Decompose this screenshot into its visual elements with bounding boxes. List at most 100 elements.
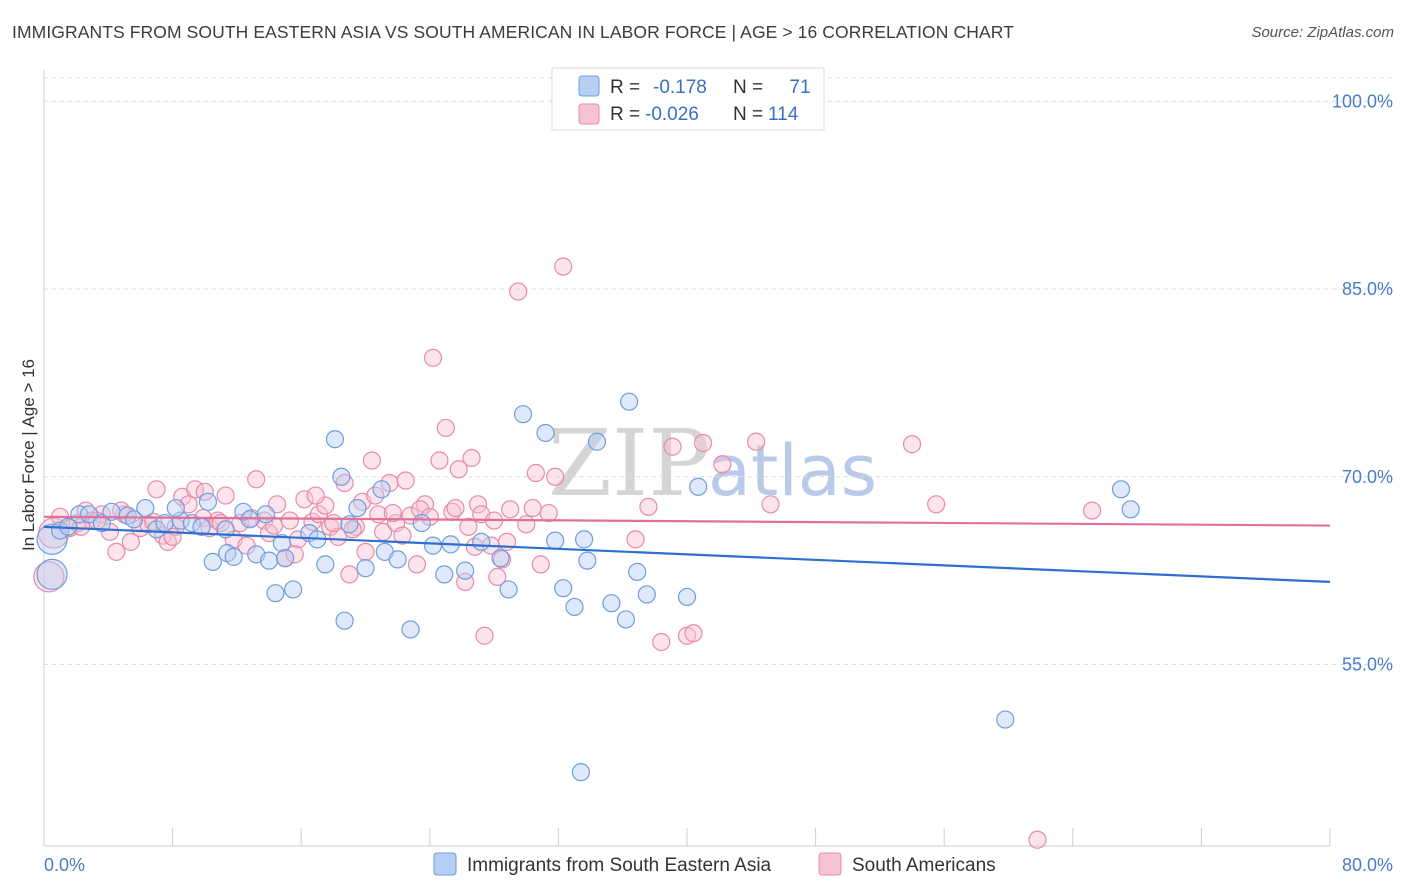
point-sa-63 [475, 626, 494, 645]
point-sa-78 [652, 632, 671, 652]
point-sea-48 [456, 561, 475, 580]
y-tick-label: 100.0% [1332, 91, 1393, 111]
point-sea-26 [259, 551, 279, 570]
point-sa-67 [501, 500, 520, 519]
point-sea-35 [332, 467, 351, 486]
legend-r-value-pink: -0.026 [645, 104, 699, 125]
point-sea-54 [554, 579, 573, 598]
point-sa-46 [362, 451, 382, 470]
point-sea-40 [372, 480, 391, 499]
point-sea-18 [203, 552, 222, 571]
point-sa-62 [468, 495, 488, 514]
point-sa-57 [436, 418, 455, 438]
trend-lines [43, 515, 1331, 584]
point-sea-44 [412, 513, 431, 533]
trend-line-sea [43, 525, 1331, 584]
point-sa-74 [554, 257, 573, 276]
point-sa-51 [393, 526, 412, 545]
point-sea-43 [401, 620, 420, 639]
point-sea-38 [348, 498, 367, 518]
point-sa-99 [285, 545, 304, 564]
point-sa-73 [546, 467, 565, 486]
point-sea-67 [996, 710, 1015, 729]
point-sa-113 [526, 463, 545, 483]
point-sa-55 [423, 348, 443, 367]
y-tick-label: 70.0% [1342, 467, 1393, 487]
point-sea-56 [578, 551, 597, 570]
series-south-americans [33, 257, 1102, 849]
point-sea-60 [628, 562, 647, 581]
point-sea-9 [124, 510, 144, 529]
point-sa-68 [509, 282, 528, 301]
point-sa-11 [121, 532, 140, 551]
point-sa-108 [446, 498, 465, 518]
point-sa-76 [626, 530, 645, 549]
point-sea-1 [36, 558, 68, 591]
point-sea-45 [423, 536, 443, 555]
point-sea-14 [166, 498, 185, 518]
point-sea-37 [340, 515, 359, 534]
legend-r-value-blue: -0.178 [653, 77, 707, 98]
point-sea-49 [472, 532, 491, 551]
series-immigrants-sea [36, 392, 1140, 782]
point-sa-59 [449, 460, 468, 479]
point-sa-85 [761, 495, 780, 514]
point-sa-40 [329, 527, 348, 546]
x-tick-labels: 0.0% 80.0% [44, 855, 1393, 875]
point-sea-65 [616, 610, 636, 629]
point-sea-39 [356, 559, 375, 578]
point-sa-88 [1028, 830, 1047, 849]
point-sea-25 [256, 505, 275, 524]
point-sea-30 [284, 580, 303, 599]
trend-line-sa [43, 515, 1331, 527]
point-sea-68 [1111, 480, 1131, 499]
point-sea-5 [79, 505, 99, 524]
point-sa-42 [340, 565, 359, 584]
point-sea-0 [36, 523, 68, 555]
point-sa-77 [639, 497, 658, 516]
point-sa-79 [663, 437, 682, 456]
point-sa-71 [531, 555, 550, 574]
point-sea-57 [587, 432, 607, 451]
point-sa-102 [343, 520, 362, 539]
top-legend: R = -0.178 N = 71 R = -0.026 N = 114 [551, 67, 825, 131]
point-sea-52 [513, 405, 533, 424]
legend-n-label: N = [733, 104, 763, 125]
x-tick-label: 80.0% [1342, 855, 1393, 875]
point-sea-53 [536, 423, 555, 443]
point-sea-61 [637, 585, 656, 604]
source-credit: Source: ZipAtlas.com [1251, 24, 1394, 41]
point-sea-10 [136, 498, 155, 518]
bottom-legend-label-blue: Immigrants from South Eastern Asia [467, 855, 772, 876]
point-sa-61 [462, 448, 481, 468]
point-sea-33 [316, 555, 335, 574]
point-sea-28 [272, 534, 292, 553]
point-sa-72 [539, 503, 558, 523]
point-sa-84 [747, 432, 766, 451]
watermark: ZIP atlas [548, 410, 877, 517]
watermark-atlas: atlas [708, 430, 877, 512]
point-sa-65 [488, 567, 507, 587]
point-sa-105 [396, 471, 415, 490]
point-sea-50 [491, 549, 510, 568]
bottom-legend-label-pink: South Americans [852, 855, 996, 876]
point-sea-63 [546, 531, 565, 550]
point-sa-45 [356, 542, 375, 561]
point-sa-56 [430, 451, 449, 470]
point-sea-4 [70, 505, 89, 524]
point-sa-101 [324, 513, 343, 533]
legend-r-label: R = [610, 77, 640, 98]
point-sea-64 [575, 530, 594, 549]
point-sa-9 [107, 542, 126, 561]
point-sa-14 [147, 480, 166, 499]
legend-n-value-blue: 71 [789, 77, 810, 98]
legend-n-value-pink: 114 [768, 104, 799, 125]
point-sea-36 [335, 611, 354, 630]
point-sea-22 [234, 502, 253, 521]
point-sea-51 [499, 580, 518, 599]
legend-swatch-blue [578, 75, 600, 97]
point-sea-58 [602, 594, 621, 613]
axes [43, 70, 1331, 847]
point-sa-24 [216, 486, 235, 505]
